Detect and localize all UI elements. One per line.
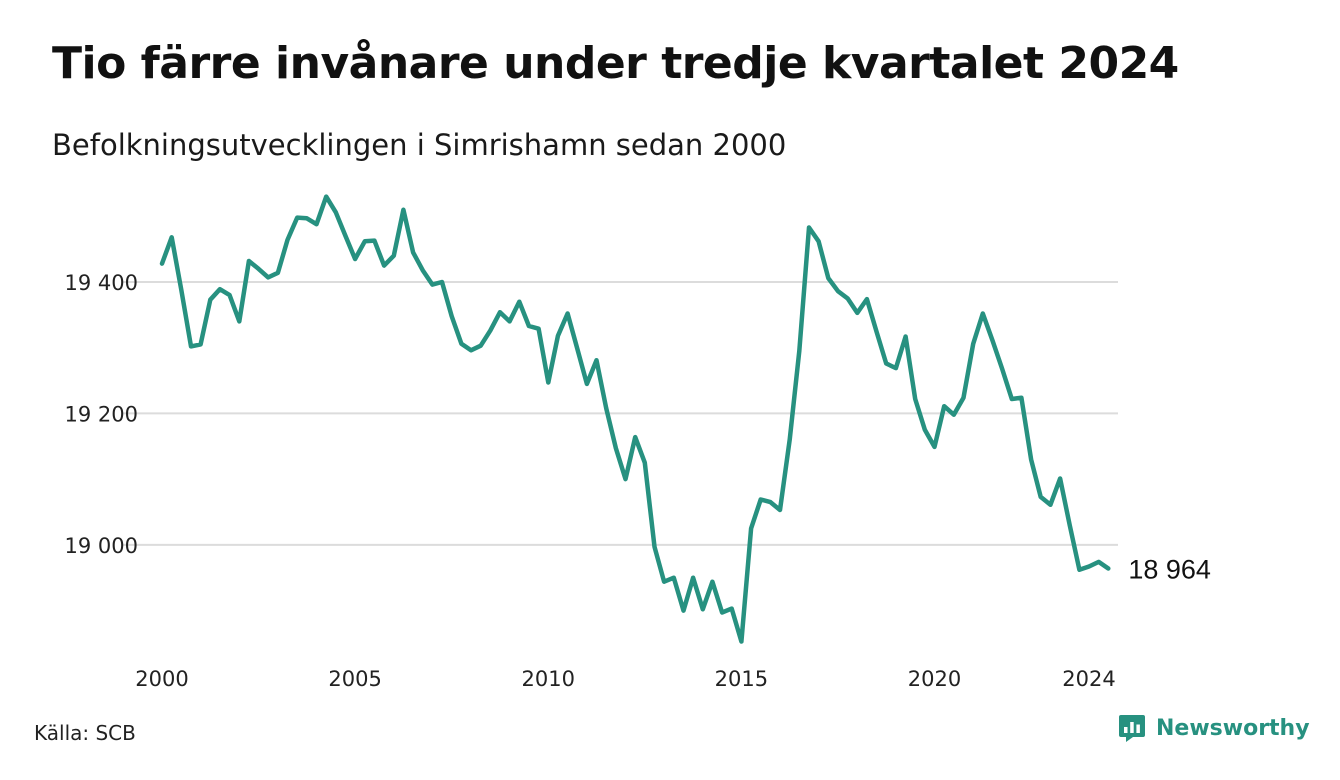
- newsworthy-logo-icon: [1119, 715, 1145, 742]
- y-tick-label: 19 000: [65, 534, 138, 558]
- x-axis-labels: 2000 2005 2010 2015 2020 2024: [135, 667, 1115, 691]
- source-note: Källa: SCB: [34, 721, 136, 745]
- series: [159, 194, 1111, 644]
- chart-title: Tio färre invånare under tredje kvartale…: [52, 38, 1179, 89]
- end-value-label-group: 18 964: [1128, 555, 1211, 585]
- x-tick-label: 2010: [522, 667, 575, 691]
- brand-logo[interactable]: Newsworthy: [1118, 713, 1310, 743]
- chart-subtitle: Befolkningsutvecklingen i Simrishamn sed…: [52, 128, 787, 162]
- y-tick-label: 19 200: [65, 402, 138, 426]
- x-tick-label: 2015: [715, 667, 768, 691]
- brand-name: Newsworthy: [1156, 715, 1310, 741]
- end-value-label: 18 964: [1128, 555, 1211, 585]
- x-tick-label: 2000: [135, 667, 188, 691]
- population-series-line: [159, 194, 1111, 644]
- x-tick-label: 2005: [328, 667, 381, 691]
- y-tick-label: 19 400: [65, 271, 138, 295]
- x-tick-label: 2024: [1062, 667, 1115, 691]
- gridlines: [122, 281, 1118, 546]
- x-tick-label: 2020: [908, 667, 961, 691]
- y-axis-labels: 19 000 19 200 19 400: [65, 271, 138, 558]
